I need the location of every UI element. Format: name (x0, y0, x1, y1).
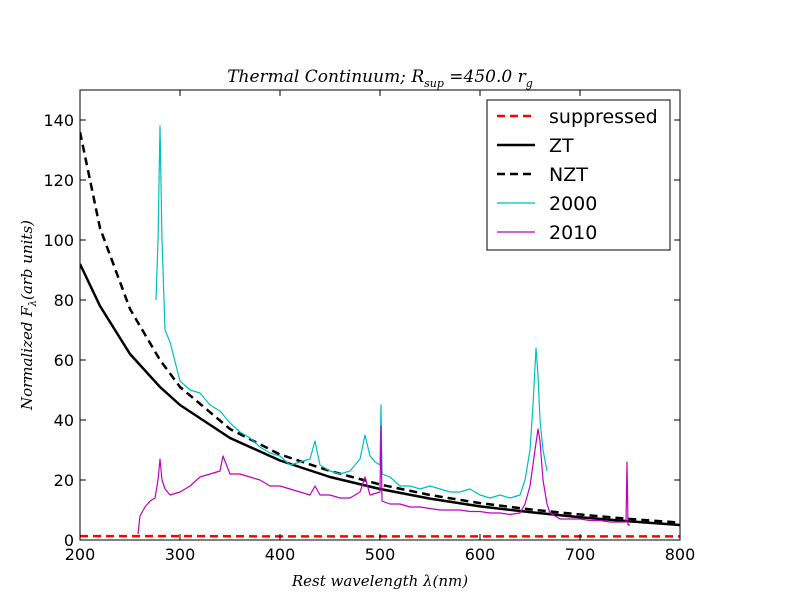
series-line-2000 (155, 125, 548, 499)
y-tick-label: 0 (64, 531, 74, 550)
x-tick-label: 700 (565, 545, 596, 564)
legend-label-2000: 2000 (549, 193, 597, 215)
y-tick-label: 40 (54, 411, 74, 430)
x-tick-label: 800 (665, 545, 696, 564)
y-tick-label: 100 (43, 231, 74, 250)
x-tick-label: 300 (165, 545, 196, 564)
series-line-ZT (80, 263, 680, 527)
legend-label-suppressed: suppressed (549, 106, 658, 128)
y-tick-label: 120 (43, 171, 74, 190)
legend: suppressed ZT NZT 2000 2010 (486, 99, 671, 251)
x-tick-label: 400 (265, 545, 296, 564)
y-tick-label: 20 (54, 471, 74, 490)
series-line-2010 (137, 425, 630, 535)
x-tick-label: 600 (465, 545, 496, 564)
x-tick-label: 200 (65, 545, 96, 564)
x-axis-label: Rest wavelength λ(nm) (291, 572, 468, 590)
y-tick-label: 140 (43, 111, 74, 130)
legend-label-2010: 2010 (549, 222, 597, 244)
y-tick-label: 80 (54, 291, 74, 310)
legend-label-NZT: NZT (549, 164, 588, 186)
legend-entries: suppressed ZT NZT 2000 2010 (497, 106, 658, 244)
legend-label-ZT: ZT (549, 135, 574, 157)
tick-layer: 200 300 400 500 600 700 800 0 20 40 60 80 100 120 140 (43, 90, 695, 564)
y-tick-label: 60 (54, 351, 74, 370)
chart-title: Thermal Continuum; Rsup =450.0 rg (227, 67, 533, 90)
y-axis-label: Normalized Fλ(arb units) (18, 220, 39, 411)
x-tick-label: 500 (365, 545, 396, 564)
